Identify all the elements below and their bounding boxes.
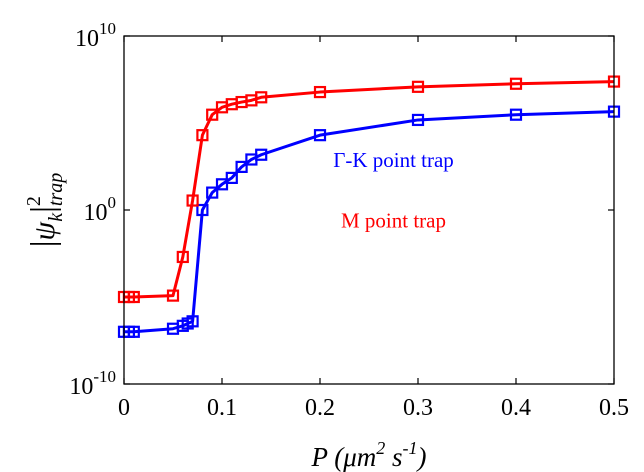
y-axis-label: |ψk|2trap: [23, 173, 67, 248]
series-line-0: [124, 80, 615, 299]
data-point: [127, 325, 140, 338]
data-point: [255, 148, 268, 161]
data-point: [313, 85, 327, 99]
data-point: [196, 203, 209, 217]
data-point: [255, 91, 268, 104]
data-point: [206, 108, 219, 121]
annotation-0: Γ-K point trap: [333, 148, 454, 172]
x-tick-label: 0.5: [599, 395, 629, 421]
data-point: [196, 129, 209, 142]
data-point: [186, 194, 199, 207]
data-point: [509, 77, 523, 90]
data-point: [225, 171, 238, 184]
data-point: [176, 250, 189, 264]
data-point: [186, 315, 199, 328]
annotation-1: M point trap: [341, 208, 446, 232]
data-point: [206, 186, 219, 199]
x-tick-label: 0.3: [403, 395, 433, 421]
y-tick-label: 100: [84, 193, 117, 226]
plot-area: [124, 36, 614, 384]
data-point: [509, 108, 523, 121]
y-tick-label: 1010: [75, 19, 116, 52]
x-axis-label: P (μm2 s-1): [310, 438, 426, 472]
data-point: [166, 289, 180, 302]
data-point: [215, 178, 229, 191]
data-point: [235, 160, 248, 173]
data-point: [411, 113, 425, 127]
x-tick-label: 0.1: [207, 395, 237, 421]
y-tick-label: 10-10: [69, 367, 116, 400]
data-point: [127, 290, 140, 304]
data-point: [411, 80, 425, 93]
data-point: [313, 129, 327, 142]
x-tick-label: 0: [118, 395, 130, 421]
x-tick-label: 0.4: [501, 395, 531, 421]
x-tick-label: 0.2: [305, 395, 335, 421]
